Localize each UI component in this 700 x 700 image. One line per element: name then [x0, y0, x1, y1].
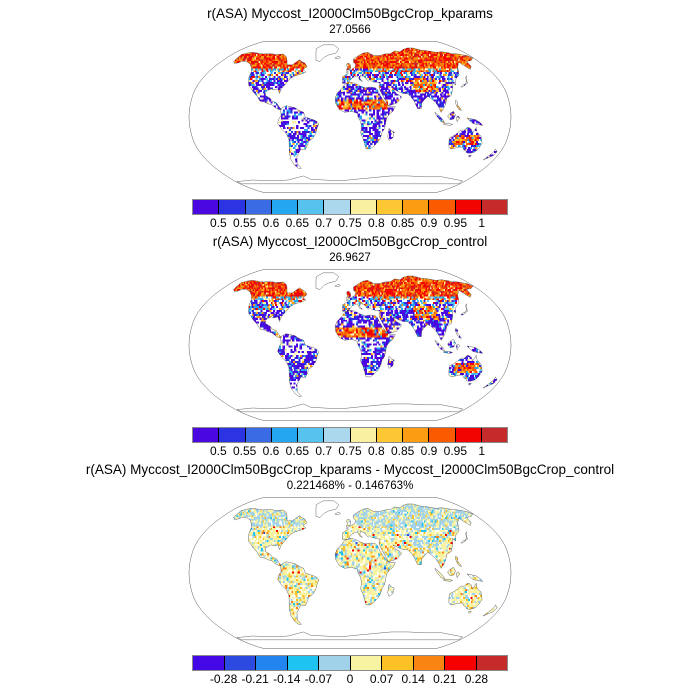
colorbar-segment: [476, 656, 507, 670]
colorbar-segment: [403, 428, 430, 442]
colorbar-kparams: [192, 199, 508, 215]
colorbar-tick-label: 0.9: [420, 216, 438, 230]
colorbar-tick-label: 0.9: [420, 444, 438, 458]
colorbar-tick-label: 0.21: [433, 672, 457, 686]
colorbar-segment: [376, 428, 403, 442]
colorbar-tick-label: 0.07: [369, 672, 394, 686]
colorbar-tick-label: 0.5: [209, 444, 227, 458]
colorbar-tick-label: 0.14: [401, 672, 425, 686]
colorbar-segment: [403, 200, 430, 214]
panel-control-title: r(ASA) Myccost_I2000Clm50BgcCrop_control: [212, 234, 488, 249]
colorbar-tick-label: -0.14: [273, 672, 301, 686]
colorbar-tick-label: 0.6: [262, 444, 280, 458]
colorbar-segment: [429, 428, 456, 442]
panel-kparams-title: r(ASA) Myccost_I2000Clm50BgcCrop_kparams: [207, 6, 493, 21]
colorbar-segment: [350, 200, 377, 214]
colorbar-tick-label: 0.75: [338, 216, 362, 230]
colorbar-segment: [193, 656, 225, 670]
colorbar-tick-label: -0.21: [241, 672, 269, 686]
colorbar-segment: [271, 428, 298, 442]
colorbar-segment: [287, 656, 319, 670]
colorbar-tick-label: 0: [346, 672, 354, 686]
colorbar-segment: [429, 200, 456, 214]
colorbar-tick-label: 0.65: [285, 444, 310, 458]
colorbar-segment: [245, 200, 272, 214]
colorbar-segment: [324, 200, 351, 214]
colorbar-segment: [413, 656, 445, 670]
colorbar-segment: [298, 200, 325, 214]
colorbar-segment: [350, 656, 382, 670]
colorbar-tick-label: 0.8: [367, 444, 385, 458]
panel-control: r(ASA) Myccost_I2000Clm50BgcCrop_control…: [0, 234, 700, 459]
colorbar-segment: [219, 200, 246, 214]
colorbar-segment: [445, 656, 477, 670]
panel-kparams: r(ASA) Myccost_I2000Clm50BgcCrop_kparams…: [0, 6, 700, 231]
colorbar-segment: [193, 200, 220, 214]
colorbar-tick-label: 0.75: [338, 444, 362, 458]
colorbar-control: [192, 427, 508, 443]
colorbar-segment: [350, 428, 377, 442]
colorbar-segment: [376, 200, 403, 214]
colorbar-segment: [382, 656, 414, 670]
colorbar-tick-label: 0.95: [443, 444, 468, 458]
colorbar-segment: [481, 428, 507, 442]
colorbar-control-labels: 0.5 0.55 0.6 0.65 0.7 0.75 0.8 0.85 0.9 0.95 1: [192, 444, 508, 459]
colorbar-tick-label: 0.28: [464, 672, 489, 686]
colorbar-tick-label: 1: [478, 444, 485, 458]
colorbar-tick-label: 0.7: [315, 216, 332, 230]
panel-kparams-stat-value: 27.0566: [329, 24, 371, 36]
colorbar-segment: [193, 428, 220, 442]
colorbar-tick-label: 0.5: [209, 216, 227, 230]
colorbar-segment: [481, 200, 507, 214]
colorbar-difference: [192, 655, 508, 671]
colorbar-tick-label: 0.8: [367, 216, 385, 230]
colorbar-segment: [256, 656, 288, 670]
colorbar-tick-label: 0.55: [232, 216, 257, 230]
colorbar-tick-label: 0.7: [315, 444, 332, 458]
colorbar-tick-label: 0.65: [285, 216, 310, 230]
world-map-control: [188, 269, 512, 421]
world-map-difference: [188, 497, 512, 649]
colorbar-segment: [245, 428, 272, 442]
colorbar-segment: [298, 428, 325, 442]
colorbar-tick-label: 0.95: [443, 216, 468, 230]
colorbar-segment: [219, 428, 246, 442]
colorbar-tick-label: -0.28: [209, 672, 238, 686]
colorbar-tick-label: 0.85: [390, 216, 415, 230]
colorbar-segment: [319, 656, 351, 670]
colorbar-segment: [455, 200, 482, 214]
colorbar-tick-label: 1: [478, 216, 485, 230]
panel-difference-stat-value: 0.221468% - 0.146763%: [286, 480, 414, 492]
colorbar-difference-labels: -0.28 -0.21 -0.14 -0.07 0 0.07 0.14 0.21 0.28: [192, 672, 508, 687]
panel-difference: r(ASA) Myccost_I2000Clm50BgcCrop_kparams…: [0, 462, 700, 687]
colorbar-segment: [455, 428, 482, 442]
colorbar-segment: [271, 200, 298, 214]
colorbar-kparams-labels: 0.5 0.55 0.6 0.65 0.7 0.75 0.8 0.85 0.9 0.95 1: [192, 216, 508, 231]
panel-control-stat-value: 26.9627: [329, 252, 371, 264]
colorbar-segment: [324, 428, 351, 442]
colorbar-tick-label: 0.6: [262, 216, 280, 230]
panel-difference-title: r(ASA) Myccost_I2000Clm50BgcCrop_kparams…: [85, 462, 615, 477]
colorbar-segment: [224, 656, 256, 670]
colorbar-tick-label: 0.85: [390, 444, 415, 458]
world-map-kparams: [188, 41, 512, 193]
colorbar-tick-label: -0.07: [304, 672, 333, 686]
colorbar-tick-label: 0.55: [232, 444, 257, 458]
